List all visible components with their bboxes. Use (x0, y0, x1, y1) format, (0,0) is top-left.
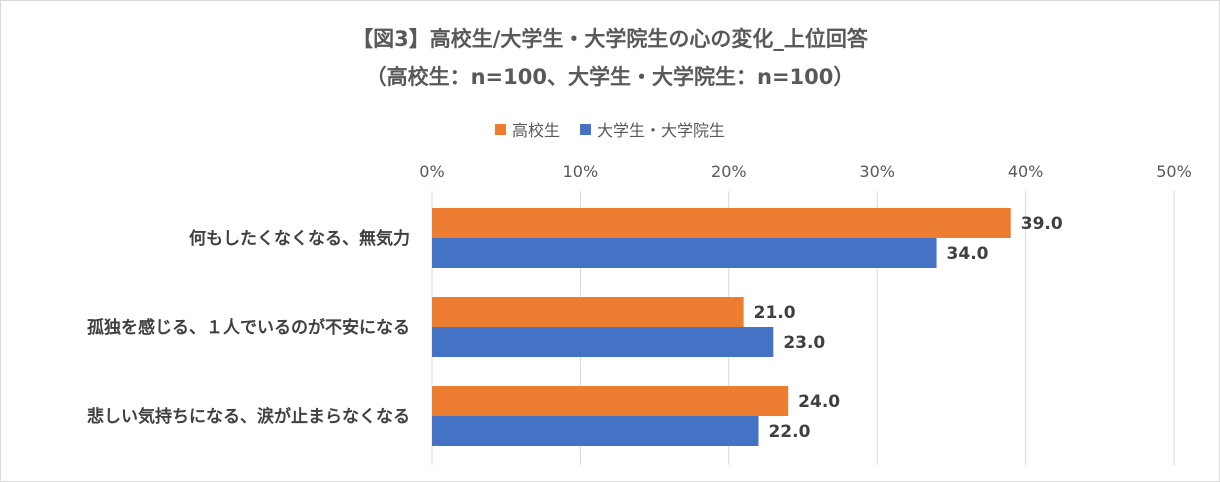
legend-swatch-university (580, 123, 591, 135)
legend: 高校生 大学生・大学院生 (1, 117, 1219, 141)
x-tick-label: 30% (859, 162, 895, 181)
x-tick-label: 50% (1156, 162, 1192, 181)
x-tick-label: 0% (419, 162, 444, 181)
data-label: 39.0 (1021, 214, 1063, 234)
x-tick-label: 10% (563, 162, 599, 181)
chart-subtitle: （高校生：n=100、大学生・大学院生：n=100） (365, 65, 855, 89)
legend-label-high-school: 高校生 (511, 121, 560, 140)
category-label: 孤独を感じる、１人でいるのが不安になる (87, 317, 410, 338)
category-label: 何もしたくなくなる、無気力 (189, 228, 410, 249)
legend-swatch-high-school (494, 123, 506, 135)
category-label: 悲しい気持ちになる、涙が止まらなくなる (87, 406, 410, 427)
legend-item-high-school: 高校生 (494, 117, 560, 141)
bar (432, 386, 789, 416)
data-label: 23.0 (783, 333, 825, 353)
bar (432, 327, 774, 357)
data-label: 34.0 (947, 244, 989, 264)
chart-title: 【図3】高校生/大学生・大学院生の心の変化_上位回答 (352, 27, 868, 51)
x-tick-label: 20% (711, 162, 747, 181)
bar (432, 297, 744, 327)
data-label: 24.0 (798, 392, 840, 412)
data-label: 22.0 (768, 422, 810, 442)
bar (432, 238, 937, 268)
legend-label-university: 大学生・大学院生 (597, 121, 726, 140)
bar (432, 208, 1011, 238)
bar (432, 416, 759, 446)
data-label: 21.0 (754, 303, 796, 323)
x-tick-label: 40% (1008, 162, 1044, 181)
legend-item-university: 大学生・大学院生 (580, 117, 725, 141)
